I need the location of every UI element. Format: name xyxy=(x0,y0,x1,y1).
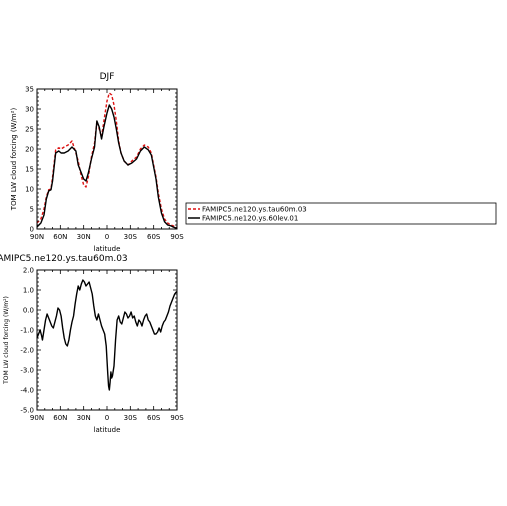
panel-2-frame xyxy=(36,269,178,411)
panel-2-y-tick-label: 0.0 xyxy=(23,307,34,315)
panel-2-x-tick-label: 30S xyxy=(124,414,138,422)
panel-2: FAMIPC5.ne120.ys.tau60m.03 90N 60N 30N 0 30S… xyxy=(0,254,184,434)
panel-2-y-tick-label: -3.0 xyxy=(20,367,34,375)
panel-2-ylabel: TOM LW cloud forcing (W/m²) xyxy=(3,296,10,385)
legend: FAMIPC5.ne120.ys.tau60m.03 FAMIPC5.ne120… xyxy=(185,202,497,225)
panel-1-ylabel: TOM LW cloud forcing (W/m²) xyxy=(10,108,18,212)
panel-1: DJF 90N 60N 30N 0 30S 60S 90S 0 5 10 15 20 25 30 35 la… xyxy=(10,72,184,253)
panel-2-y-tick-label: -5.0 xyxy=(20,407,34,415)
panel-2-x-tick-label: 0 xyxy=(105,414,109,422)
panel-2-series-1-line xyxy=(36,279,177,391)
panel-2-title: FAMIPC5.ne120.ys.tau60m.03 xyxy=(0,254,128,264)
panel-1-x-tick-label: 0 xyxy=(105,233,109,241)
panel-1-series-2-line xyxy=(36,104,178,229)
panel-1-xlabel: latitude xyxy=(94,245,121,253)
panel-2-x-tick-label: 60S xyxy=(147,414,161,422)
panel-1-x-tick-label: 30N xyxy=(77,233,91,241)
panel-1-axes: 90N 60N 30N 0 30S 60S 90S 0 5 10 15 20 25 30 35 xyxy=(25,86,184,242)
panel-2-x-tick-label: 90N xyxy=(30,414,44,422)
legend-box xyxy=(185,202,497,225)
panel-1-frame xyxy=(36,88,178,230)
panel-1-y-tick-label: 25 xyxy=(25,126,34,134)
panel-1-x-tick-label: 30S xyxy=(124,233,138,241)
panel-2-axes: 90N 60N 30N 0 30S 60S 90S -5.0 -4.0 -3.0 -2.0 -1.0 0… xyxy=(20,267,184,423)
panel-2-y-tick-label: 2.0 xyxy=(23,267,34,275)
panel-2-y-tick-label: 1.0 xyxy=(23,287,34,295)
panel-1-y-tick-label: 20 xyxy=(25,146,34,154)
panel-1-x-tick-label: 60S xyxy=(147,233,161,241)
panel-2-xlabel: latitude xyxy=(94,426,121,434)
panel-1-series-layer xyxy=(36,92,178,229)
panel-1-y-tick-label: 15 xyxy=(25,166,34,174)
panel-1-y-tick-label: 10 xyxy=(25,186,34,194)
panel-1-x-tick-label: 90S xyxy=(170,233,184,241)
panel-1-x-tick-label: 60N xyxy=(53,233,67,241)
panel-1-y-tick-label: 35 xyxy=(25,86,34,94)
panel-1-x-tick-label: 90N xyxy=(30,233,44,241)
panel-1-y-tick-label: 30 xyxy=(25,106,34,114)
panel-2-x-tick-label: 30N xyxy=(77,414,91,422)
panel-1-title: DJF xyxy=(100,72,115,82)
legend-label-series-1: FAMIPC5.ne120.ys.tau60m.03 xyxy=(202,206,307,214)
panel-1-y-tick-label: 5 xyxy=(30,206,34,214)
panel-2-x-tick-label: 90S xyxy=(170,414,184,422)
legend-label-series-2: FAMIPC5.ne120.ys.60lev.01 xyxy=(202,215,298,223)
panel-2-series-layer xyxy=(36,279,177,391)
panel-2-y-tick-label: -4.0 xyxy=(20,387,34,395)
panel-1-y-tick-label: 0 xyxy=(30,226,34,234)
panel-2-x-tick-label: 60N xyxy=(53,414,67,422)
panel-2-y-tick-label: -1.0 xyxy=(20,327,34,335)
panel-2-y-tick-label: -2.0 xyxy=(20,347,34,355)
